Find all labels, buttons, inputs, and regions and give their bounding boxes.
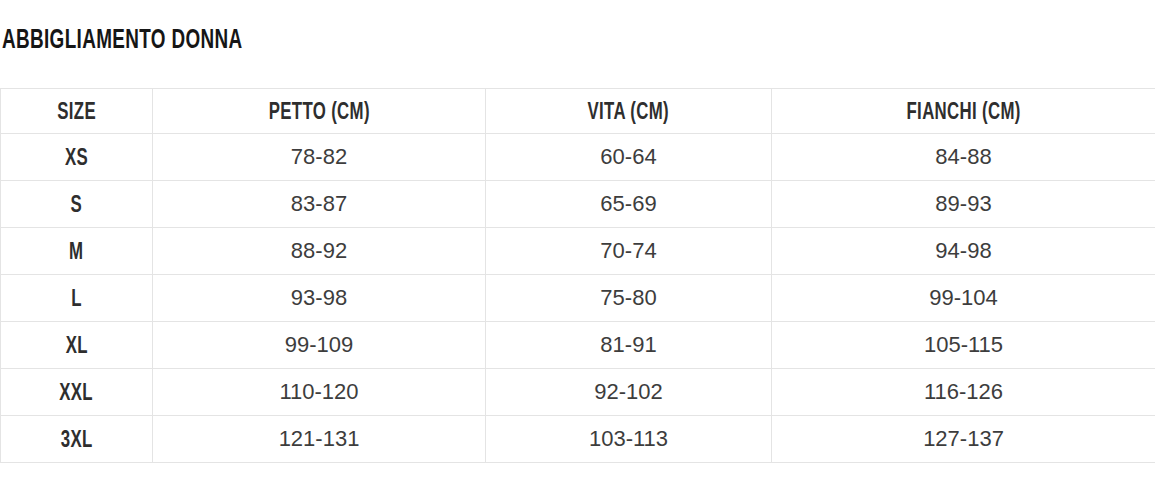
petto-cell: 83-87 [153, 181, 486, 228]
column-header-fianchi: FIANCHI (CM) [772, 89, 1155, 134]
vita-cell: 103-113 [486, 416, 772, 463]
size-label: 3XL [61, 425, 93, 453]
petto-cell: 88-92 [153, 228, 486, 275]
page-title-text: ABBIGLIAMENTO DONNA [2, 26, 242, 53]
column-header-petto-label: PETTO (CM) [268, 97, 369, 125]
column-header-size: SIZE [1, 89, 153, 134]
table-row: XL 99-109 81-91 105-115 [1, 322, 1155, 369]
size-label: M [69, 237, 83, 265]
size-table-body: XS 78-82 60-64 84-88 S 83-87 65-69 89-93… [1, 134, 1155, 463]
vita-cell: 81-91 [486, 322, 772, 369]
size-cell: 3XL [1, 416, 153, 463]
page-title: ABBIGLIAMENTO DONNA [2, 26, 346, 53]
vita-cell: 70-74 [486, 228, 772, 275]
fianchi-cell: 89-93 [772, 181, 1155, 228]
size-cell: XXL [1, 369, 153, 416]
size-label: L [71, 284, 82, 312]
petto-cell: 99-109 [153, 322, 486, 369]
vita-cell: 92-102 [486, 369, 772, 416]
size-cell: M [1, 228, 153, 275]
vita-cell: 60-64 [486, 134, 772, 181]
size-label: XL [65, 331, 87, 359]
fianchi-cell: 94-98 [772, 228, 1155, 275]
header-row: SIZE PETTO (CM) VITA (CM) FIANCHI (CM) [1, 89, 1155, 134]
column-header-petto: PETTO (CM) [153, 89, 486, 134]
table-row: XXL 110-120 92-102 116-126 [1, 369, 1155, 416]
table-row: S 83-87 65-69 89-93 [1, 181, 1155, 228]
petto-cell: 121-131 [153, 416, 486, 463]
table-row: M 88-92 70-74 94-98 [1, 228, 1155, 275]
size-cell: S [1, 181, 153, 228]
size-cell: XS [1, 134, 153, 181]
size-table: SIZE PETTO (CM) VITA (CM) FIANCHI (CM) X… [0, 88, 1155, 463]
table-row: 3XL 121-131 103-113 127-137 [1, 416, 1155, 463]
petto-cell: 78-82 [153, 134, 486, 181]
fianchi-cell: 105-115 [772, 322, 1155, 369]
vita-cell: 65-69 [486, 181, 772, 228]
column-header-vita: VITA (CM) [486, 89, 772, 134]
column-header-fianchi-label: FIANCHI (CM) [906, 97, 1020, 125]
size-table-header: SIZE PETTO (CM) VITA (CM) FIANCHI (CM) [1, 89, 1155, 134]
size-label: S [71, 190, 83, 218]
fianchi-cell: 116-126 [772, 369, 1155, 416]
column-header-vita-label: VITA (CM) [588, 97, 670, 125]
petto-cell: 110-120 [153, 369, 486, 416]
size-cell: XL [1, 322, 153, 369]
size-cell: L [1, 275, 153, 322]
fianchi-cell: 84-88 [772, 134, 1155, 181]
table-row: L 93-98 75-80 99-104 [1, 275, 1155, 322]
size-label: XXL [60, 378, 94, 406]
vita-cell: 75-80 [486, 275, 772, 322]
fianchi-cell: 99-104 [772, 275, 1155, 322]
size-label: XS [65, 143, 88, 171]
column-header-size-label: SIZE [57, 97, 96, 125]
table-row: XS 78-82 60-64 84-88 [1, 134, 1155, 181]
petto-cell: 93-98 [153, 275, 486, 322]
fianchi-cell: 127-137 [772, 416, 1155, 463]
